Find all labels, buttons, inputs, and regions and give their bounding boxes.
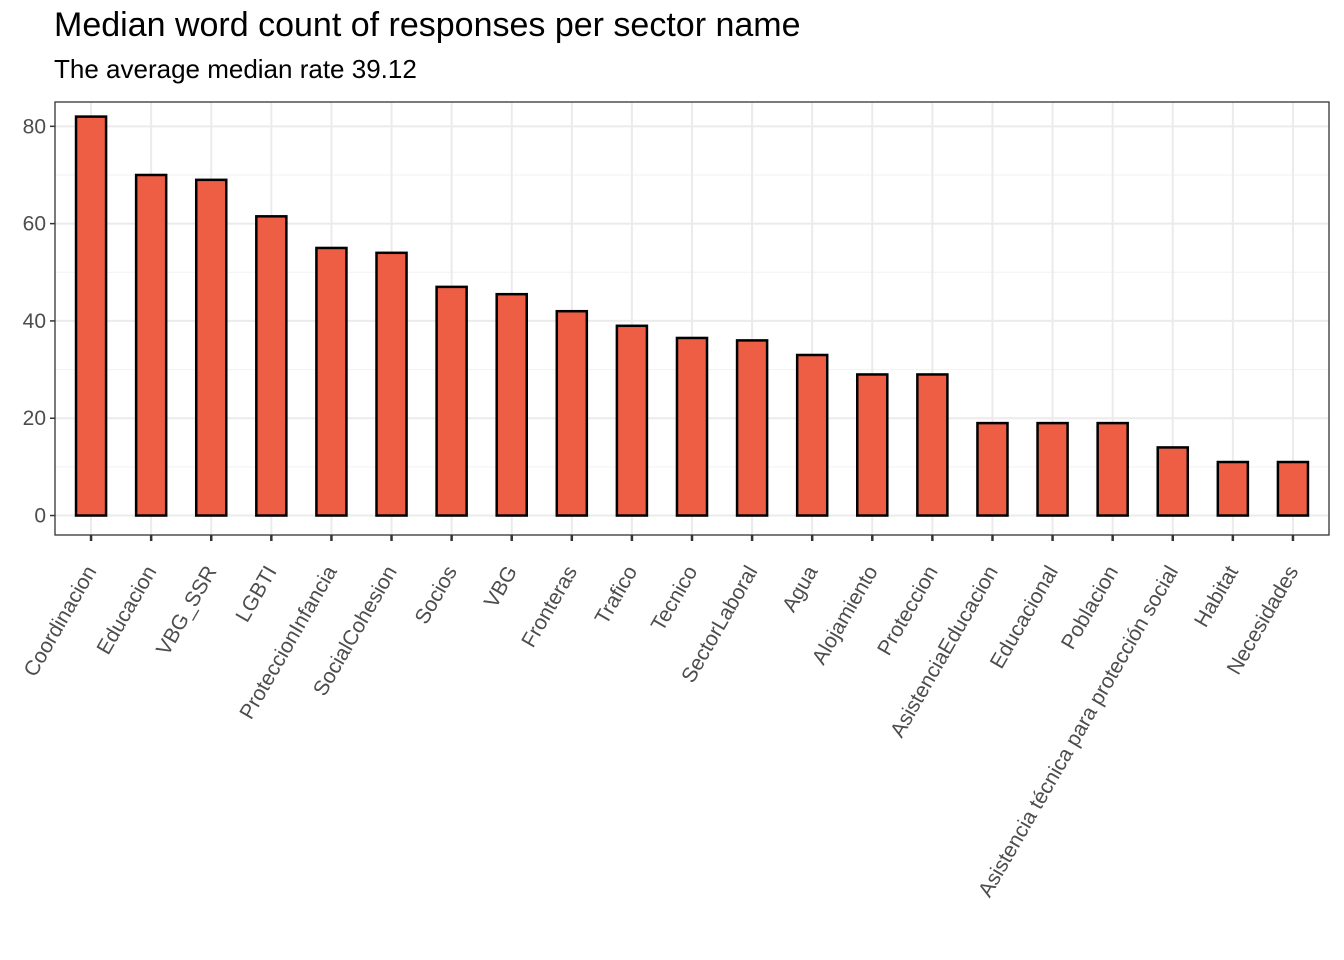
x-tick-label: Agua [778,562,823,616]
x-tick-label: AsistenciaEducacion [886,562,1003,741]
bar-proteccioninfancia [315,246,348,517]
bar-vbg [495,292,528,517]
x-tick-label: LGBTI [231,562,281,626]
bar-lgbti [255,215,288,517]
y-tick-label: 80 [23,115,46,138]
bar-educacional [1036,421,1069,517]
x-tick-label: VBG_SSR [152,562,222,659]
chart-title: Median word count of responses per secto… [54,6,801,44]
bar-coordinacion [74,115,108,517]
bar-asistencia-t-cnica-para-protecci-n-social [1156,446,1190,517]
x-tick-label: Tecnico [647,562,703,635]
bar-educacion [134,173,168,517]
bar-tecnico [675,336,709,517]
chart-subtitle: The average median rate 39.12 [54,54,417,84]
bar-asistenciaeducacion [976,421,1009,517]
bar-socios [435,285,468,517]
bar-alojamiento [856,373,889,517]
bar-fronteras [555,309,589,517]
y-tick-label: 0 [34,505,46,528]
x-tick-label: Proteccion [873,562,943,659]
bar-necesidades [1276,460,1310,517]
bar-agua [795,353,829,517]
bar-poblacion [1096,421,1129,517]
y-tick-label: 20 [23,407,46,430]
x-tick-label: Habitat [1190,562,1243,631]
bar-socialcohesion [375,251,408,517]
bar-vbg-ssr [194,178,228,517]
x-tick-label: VBG [480,562,522,612]
y-tick-label: 40 [23,310,46,333]
x-tick-label: Trafico [591,562,643,628]
bars [74,115,1310,517]
bar-sectorlaboral [735,339,769,517]
x-tick-label: Poblacion [1057,562,1123,653]
bar-proteccion [916,373,949,517]
x-tick-label: Socios [411,562,462,628]
x-tick-label: Coordinacion [20,562,102,681]
x-tick-label: Educacion [93,562,162,658]
bar-trafico [615,324,649,517]
x-tick-label: Fronteras [517,562,582,651]
bar-habitat [1216,460,1250,517]
y-tick-label: 60 [23,213,46,236]
